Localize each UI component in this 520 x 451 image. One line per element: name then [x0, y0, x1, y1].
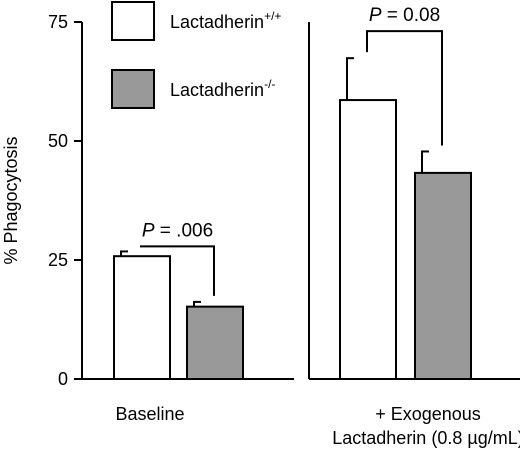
- y-tick-label-50: 50: [48, 131, 68, 151]
- p-value-label-1: P = .006: [142, 220, 213, 241]
- legend-label-2: Lactadherin-/-: [170, 77, 275, 100]
- legend-swatch-1: [111, 1, 155, 41]
- y-tick-label-0: 0: [58, 369, 68, 389]
- group-label-2-line-2: Lactadherin (0.8 µg/mL): [332, 428, 520, 448]
- error-bars: [120, 57, 429, 307]
- y-axis-label: % Phagocytosis: [1, 136, 21, 264]
- significance-annotations: P = .006 P = 0.08: [140, 5, 443, 296]
- legend-label-1: Lactadherin+/+: [170, 9, 281, 32]
- bar-wildtype-2: [339, 99, 397, 381]
- bar-knockout-2: [414, 171, 472, 380]
- axis-labels: % Phagocytosis Baseline + Exogenous Lactadh…: [1, 136, 520, 448]
- y-tick-label-75: 75: [48, 12, 68, 32]
- bar-wildtype-1: [113, 255, 171, 380]
- p-value-label-2: P = 0.08: [369, 5, 440, 26]
- legend-swatch-2: [111, 69, 155, 109]
- significance-bracket-1: [140, 245, 215, 296]
- y-tick-label-25: 25: [48, 250, 68, 270]
- group-label-2-line-1: + Exogenous: [375, 404, 481, 424]
- legend: Lactadherin+/+ Lactadherin-/-: [111, 1, 281, 109]
- significance-bracket-2: [366, 30, 443, 146]
- bar-knockout-1: [186, 305, 244, 381]
- group-label-1-line-1: Baseline: [115, 404, 184, 424]
- bars: [113, 99, 472, 381]
